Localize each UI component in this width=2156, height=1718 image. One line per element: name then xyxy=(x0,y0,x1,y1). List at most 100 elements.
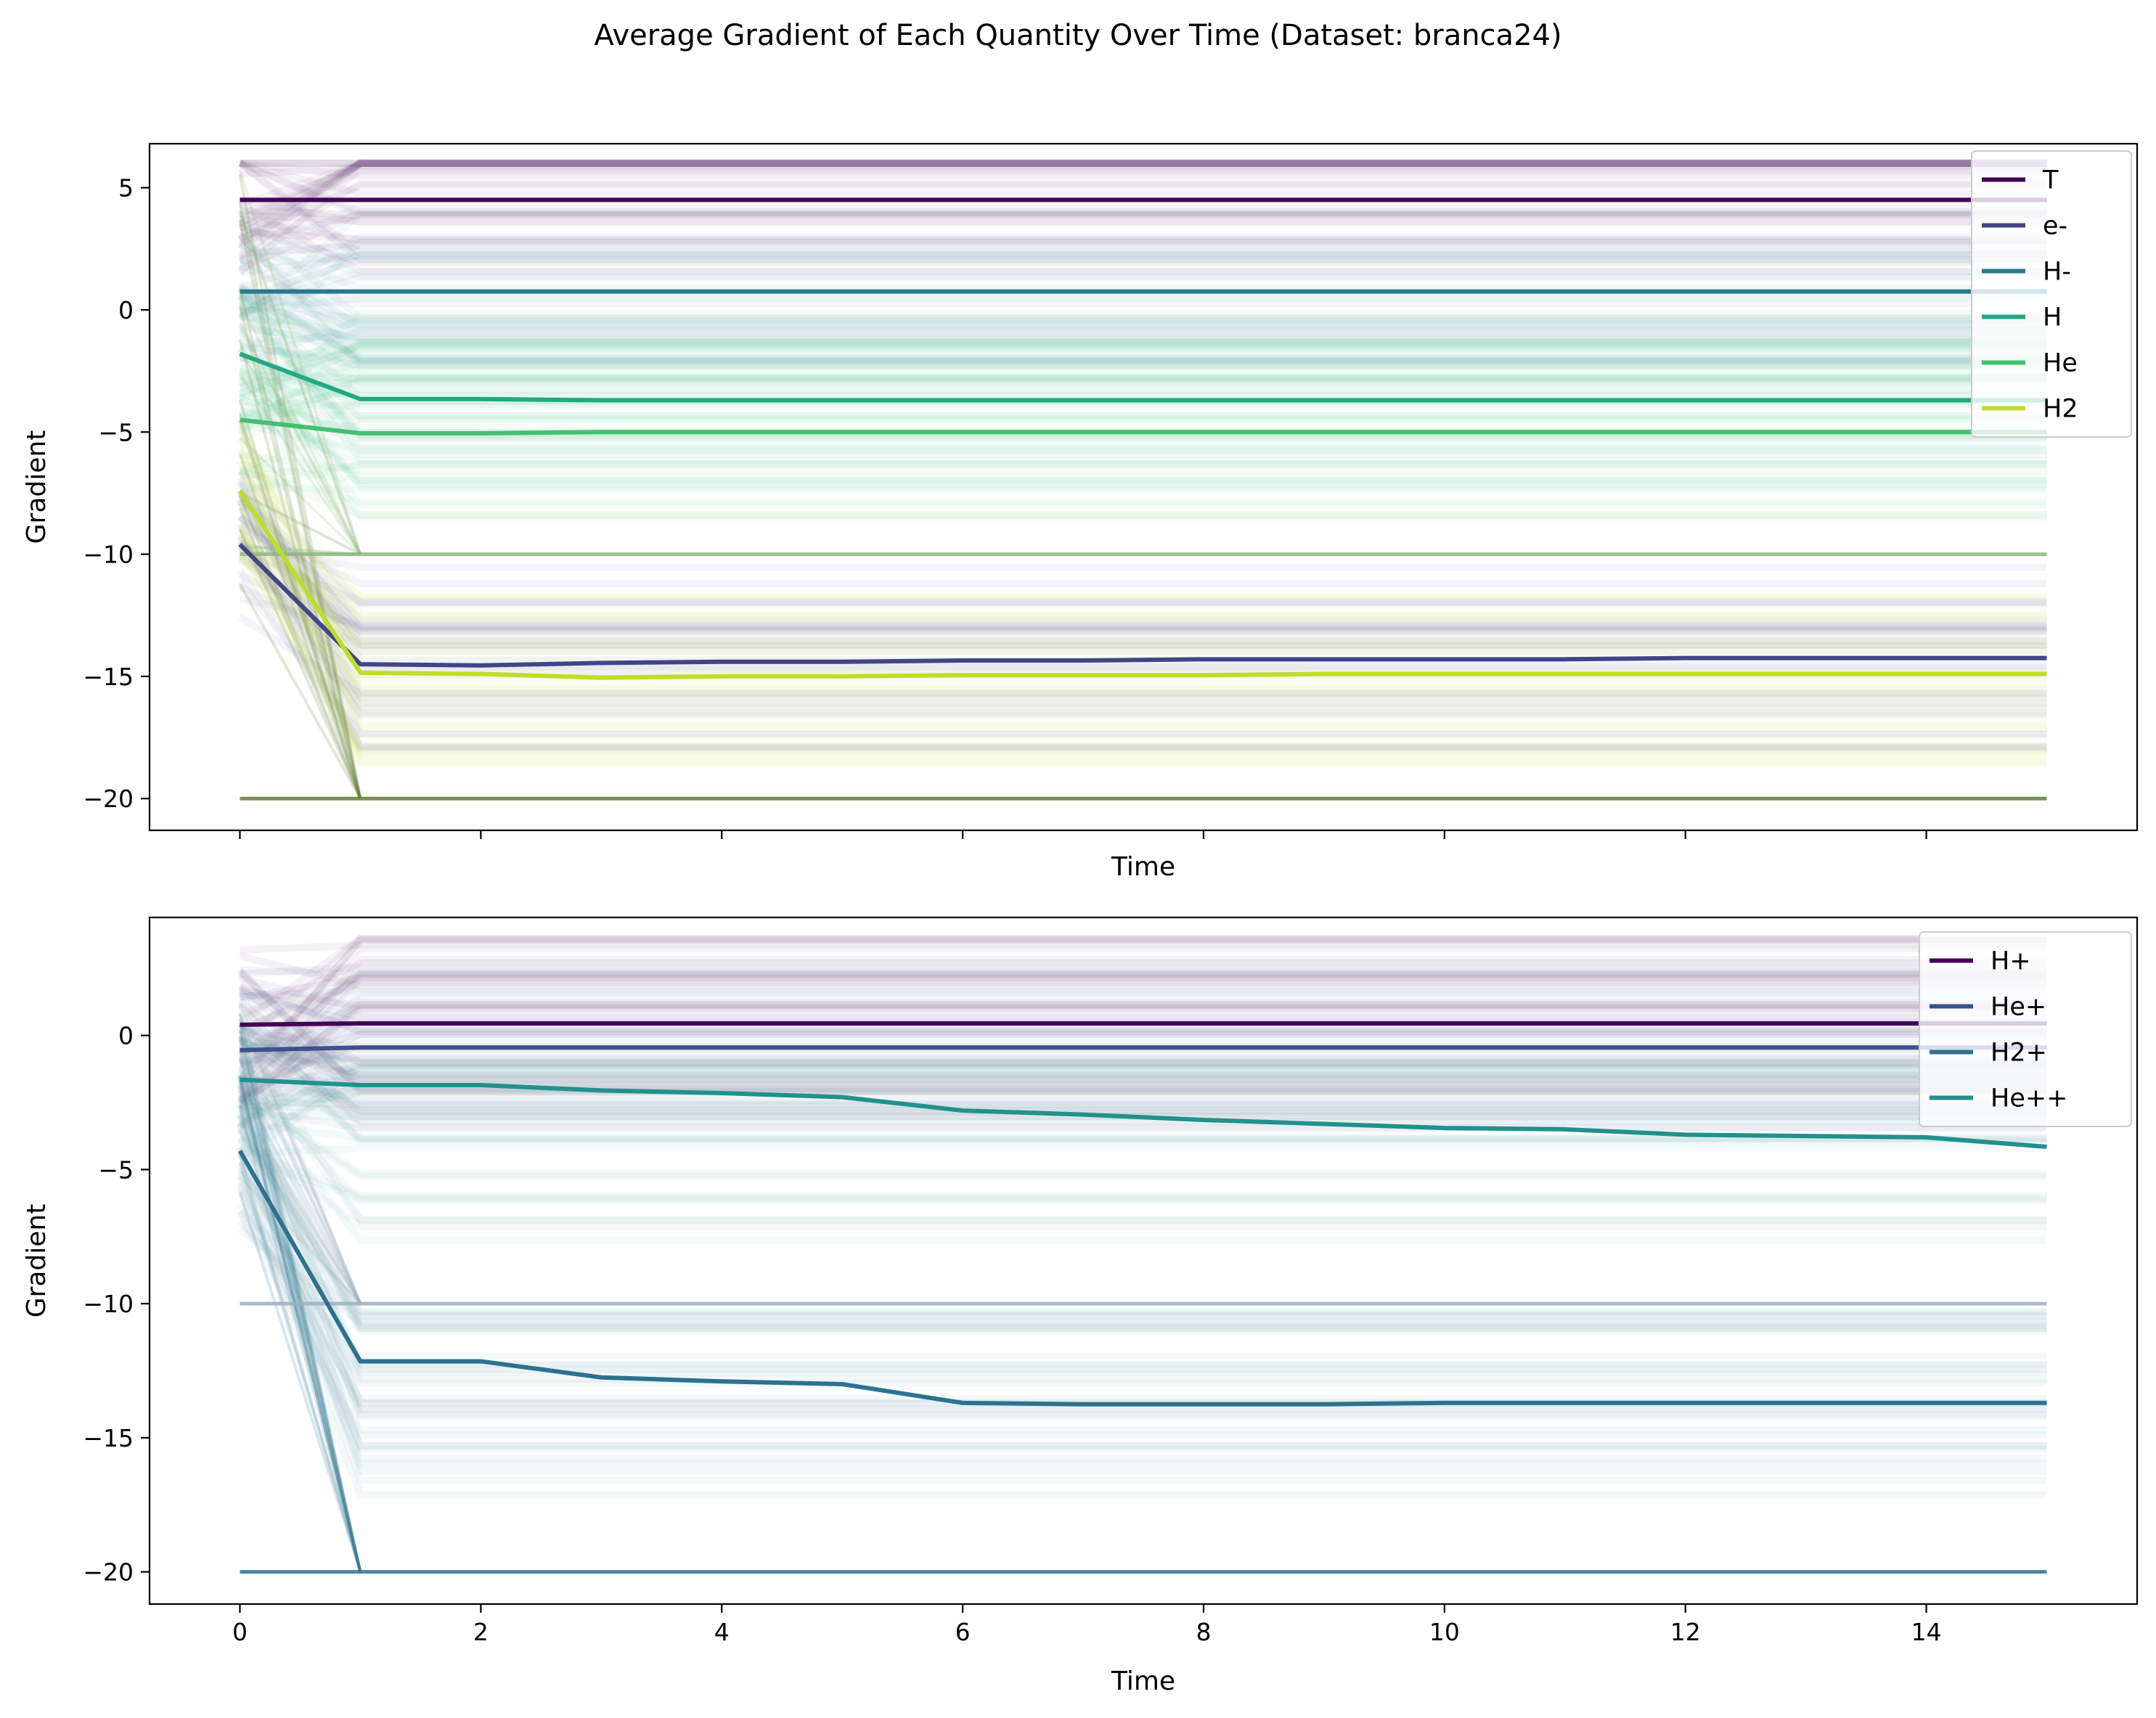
background-trajectory xyxy=(237,542,2047,767)
background-trajectory xyxy=(236,435,2047,694)
background-trajectory xyxy=(238,571,2047,632)
background-trajectory xyxy=(237,242,2047,331)
fan-trajectory xyxy=(238,1030,362,1573)
background-trajectory xyxy=(237,1034,2047,1130)
x-tick-label: 6 xyxy=(955,1618,971,1646)
fan-trajectory xyxy=(238,213,362,555)
background-trajectory xyxy=(237,1095,2047,1180)
legend-label-He+: He+ xyxy=(1990,993,2046,1022)
background-trajectory xyxy=(238,240,2047,293)
fan-trajectory xyxy=(238,287,362,799)
background-trajectory xyxy=(238,159,2047,232)
background-trajectory xyxy=(237,293,2047,373)
background-trajectory xyxy=(236,1081,2047,1330)
background-trajectory xyxy=(239,1071,2047,1108)
y-tick-label: −10 xyxy=(83,1290,134,1318)
background-trajectory xyxy=(237,1001,2047,1104)
background-trajectory xyxy=(237,469,2047,608)
background-trajectory xyxy=(238,1143,2047,1200)
background-trajectory xyxy=(238,1079,2047,1125)
background-trajectory xyxy=(236,479,2047,738)
background-trajectory xyxy=(239,160,2047,197)
background-trajectory xyxy=(239,321,2047,353)
background-trajectory xyxy=(238,202,2047,266)
series-line-He xyxy=(240,417,2047,435)
background-trajectory xyxy=(239,460,2047,496)
background-trajectory xyxy=(237,523,2047,650)
background-trajectory xyxy=(236,1145,2047,1484)
background-trajectory xyxy=(239,372,2047,411)
background-trajectory xyxy=(237,287,2047,422)
top-background-trajectories xyxy=(236,159,2047,801)
fan-trajectory xyxy=(238,339,362,799)
fan-trajectory xyxy=(238,325,362,555)
background-trajectory xyxy=(239,460,2047,485)
x-tick-label: 8 xyxy=(1196,1618,1211,1646)
fan-trajectory xyxy=(238,1084,362,1305)
background-trajectory xyxy=(237,978,2047,1097)
fan-trajectory xyxy=(238,1103,362,1305)
background-trajectory xyxy=(239,324,2047,346)
fan-trajectory xyxy=(238,1152,362,1573)
background-trajectory xyxy=(237,935,2047,1047)
background-trajectory xyxy=(238,201,2047,275)
background-trajectory xyxy=(237,347,2047,509)
fan-trajectory xyxy=(238,1019,362,1304)
background-trajectory xyxy=(237,1063,2047,1155)
bottom-subplot: 0 2 4 6 8 10 12 14 0 −5 −10 −15 −20 Time Gradient H… xyxy=(22,916,2139,1696)
background-trajectory xyxy=(240,210,2047,226)
background-trajectory xyxy=(237,955,2047,1105)
background-trajectory xyxy=(237,465,2047,619)
top-y-axis-label: Gradient xyxy=(22,430,52,544)
fan-trajectory xyxy=(238,1075,362,1573)
background-trajectory xyxy=(237,1013,2047,1108)
fan-trajectory xyxy=(238,1046,362,1304)
background-trajectory xyxy=(237,1005,2047,1102)
fan-trajectory xyxy=(240,544,361,556)
background-trajectory xyxy=(237,480,2047,634)
background-trajectory xyxy=(237,1036,2047,1111)
background-trajectory xyxy=(237,945,2047,1073)
y-tick-label: −15 xyxy=(83,1424,134,1452)
background-trajectory xyxy=(239,1026,2047,1066)
background-trajectory xyxy=(237,159,2047,244)
background-trajectory xyxy=(236,438,2047,765)
background-trajectory xyxy=(237,534,2047,750)
background-trajectory xyxy=(237,613,2047,698)
background-trajectory xyxy=(238,1038,2047,1082)
background-trajectory xyxy=(236,1113,2047,1368)
fan-trajectory xyxy=(239,1176,362,1305)
fan-trajectory xyxy=(238,218,362,799)
background-trajectory xyxy=(240,228,2047,243)
x-tick-label: 14 xyxy=(1911,1618,1942,1646)
background-trajectory xyxy=(237,969,2047,1095)
x-tick-label: 2 xyxy=(473,1618,489,1646)
background-trajectory xyxy=(239,1039,2047,1080)
background-trajectory xyxy=(237,499,2047,702)
fan-trajectory xyxy=(238,210,362,555)
background-trajectory xyxy=(239,195,2047,226)
background-trajectory xyxy=(240,483,2047,494)
top-x-axis-label: Time xyxy=(1111,852,1175,882)
background-trajectory xyxy=(240,1112,2047,1121)
background-trajectory xyxy=(236,1152,2047,1413)
background-trajectory xyxy=(237,159,2047,248)
background-trajectory xyxy=(236,1086,2047,1420)
background-trajectory xyxy=(236,449,2047,727)
fan-trajectory xyxy=(238,305,362,799)
background-trajectory xyxy=(237,418,2047,654)
x-tick-label: 4 xyxy=(714,1618,730,1646)
series-line-H2+ xyxy=(237,1150,2047,1407)
background-trajectory xyxy=(239,974,2047,1002)
background-trajectory xyxy=(238,1060,2047,1107)
figure-title: Average Gradient of Each Quantity Over T… xyxy=(594,19,1561,52)
series-line-He++ xyxy=(240,1077,2047,1149)
background-trajectory xyxy=(239,594,2047,629)
y-tick-label: −20 xyxy=(83,1558,134,1587)
background-trajectory xyxy=(239,1071,2047,1104)
background-trajectory xyxy=(236,1136,2047,1449)
background-trajectory xyxy=(239,342,2047,369)
background-trajectory xyxy=(238,160,2047,216)
legend-label-H: H xyxy=(2043,303,2062,332)
background-trajectory xyxy=(238,545,2047,615)
